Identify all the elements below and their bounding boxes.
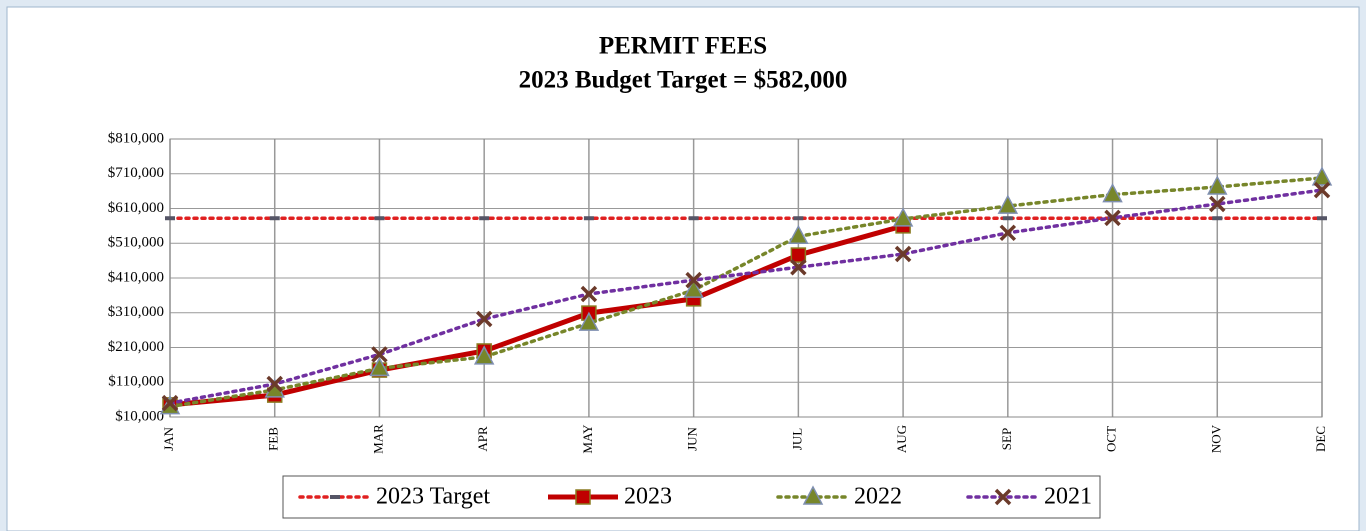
marker [1317,216,1327,221]
marker [1207,175,1228,195]
marker [475,310,493,328]
marker [994,488,1012,506]
marker [1209,195,1226,213]
marker [371,346,388,363]
marker [165,216,175,221]
y-tick-label: $710,000 [108,165,164,181]
marker [369,356,390,377]
x-tick-label: APR [475,426,490,452]
x-tick-label: MAY [580,424,595,454]
legend-label: 2023 [624,484,672,510]
y-tick-label: $510,000 [108,235,164,251]
marker [892,207,914,227]
marker [685,271,702,289]
marker [161,394,179,412]
marker [580,285,598,303]
x-tick-label: FEB [266,427,281,451]
marker [802,485,824,505]
marker [266,375,283,393]
plot-border [169,138,1323,418]
marker [1313,181,1331,199]
legend-box [282,475,1101,519]
chart-frame [6,6,1360,531]
marker [269,216,280,221]
marker [1212,216,1223,221]
marker [793,216,804,221]
x-tick-label: OCT [1104,426,1119,452]
marker [575,489,591,505]
legend-label: 2021 [1044,484,1092,510]
x-tick-label: DEC [1313,426,1328,452]
marker [374,216,385,221]
x-tick-label: NOV [1208,424,1223,453]
marker [479,216,490,221]
marker [683,278,704,298]
x-tick-label: AUG [894,425,909,453]
series-line [168,188,1324,405]
marker [1002,216,1013,221]
marker [1102,182,1123,203]
chart-title: PERMIT FEES [599,33,767,60]
y-tick-label: $610,000 [108,200,164,216]
marker [688,216,699,221]
marker [790,258,807,276]
x-tick-label: MAR [370,424,385,454]
y-tick-label: $410,000 [108,269,164,285]
x-tick-label: JUN [685,426,700,450]
x-tick-label: JUL [789,428,804,450]
y-tick-label: $210,000 [108,339,164,355]
marker [1311,166,1333,186]
series-line [168,176,1324,409]
marker [473,345,495,365]
y-tick-label: $810,000 [108,130,164,146]
x-tick-label: JAN [161,426,176,450]
marker [578,311,600,331]
legend-label: 2022 [854,484,902,510]
marker [997,194,1019,214]
chart-subtitle: 2023 Budget Target = $582,000 [519,67,848,94]
y-tick-label: $10,000 [115,408,164,424]
marker [790,247,807,263]
marker [1104,209,1121,227]
y-tick-label: $110,000 [108,374,164,390]
marker [894,245,912,263]
series-line [169,223,904,408]
legend-label: 2023 Target [376,484,490,510]
marker [999,224,1017,242]
marker [583,216,594,221]
marker [330,495,340,499]
marker [788,224,809,245]
y-tick-label: $310,000 [108,304,164,320]
x-tick-label: SEP [999,428,1014,450]
